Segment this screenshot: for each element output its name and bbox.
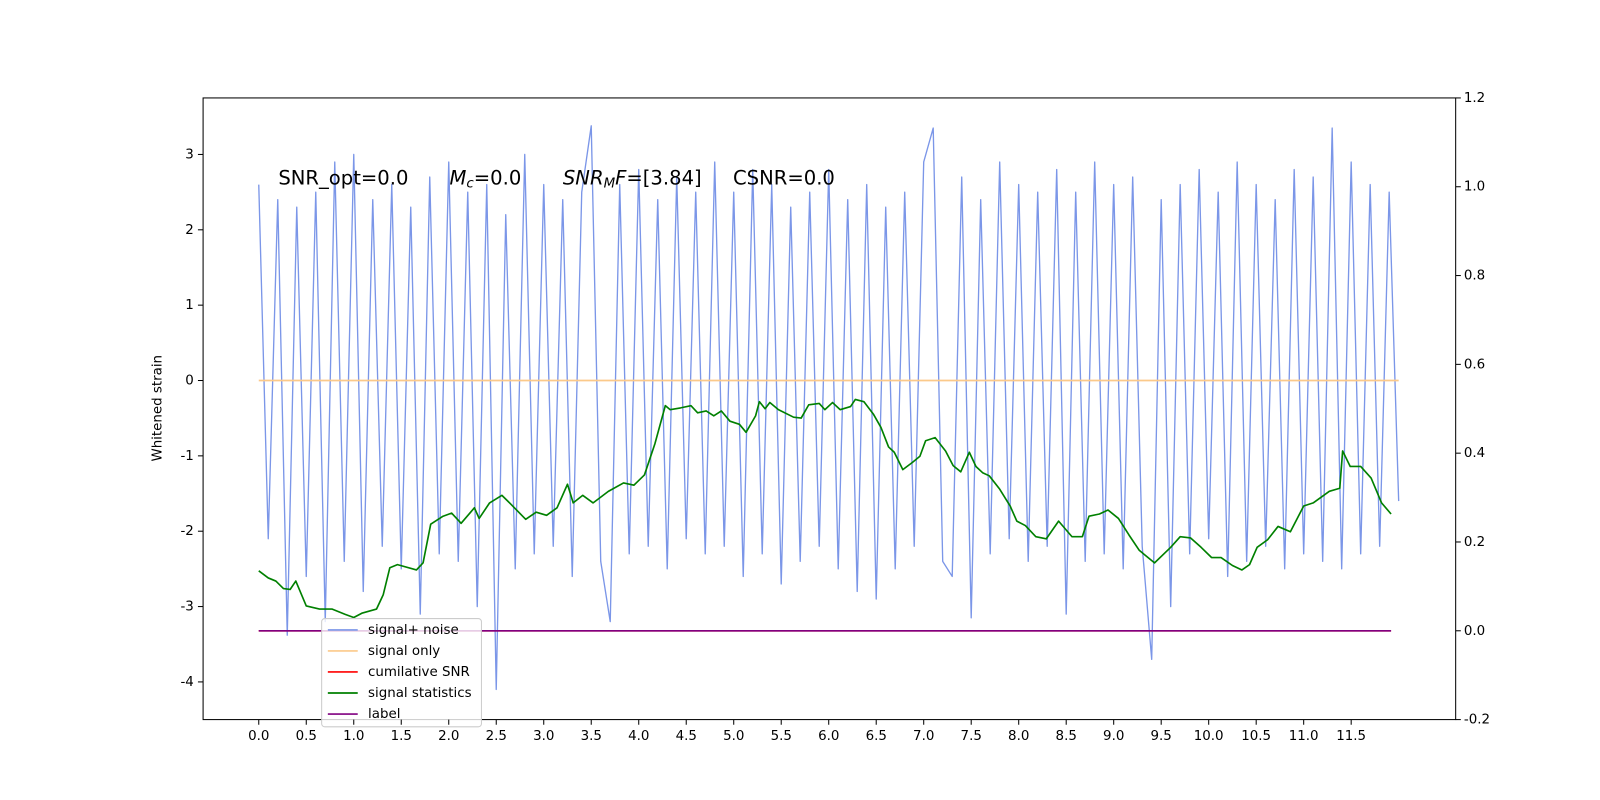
x-tick-label: 11.0 [1289,729,1319,744]
annotation-text: CSNR=0.0 [733,166,835,189]
x-tick-label: 9.0 [1103,729,1124,744]
annotation-part: SNR_opt=0.0 [278,166,408,189]
axes-frame [202,97,1457,721]
x-tick-label: 9.5 [1151,729,1172,744]
x-tick-label: 1.5 [391,729,412,744]
x-tick-label: 11.5 [1336,729,1366,744]
x-tick-label: 4.0 [628,729,649,744]
legend-label: cumilative SNR [368,665,470,680]
x-tick-label: 0.0 [248,729,269,744]
y-tick-label: 1 [185,298,194,313]
annotation-part: =[3.84] [626,166,701,189]
y2-tick-label: 0.6 [1464,357,1485,372]
annotation-part: SNR [563,166,604,189]
y-tick-label: -3 [180,600,193,615]
annotation-part: c [466,177,474,192]
x-tick-label: 2.5 [486,729,507,744]
legend-label: signal only [368,644,440,659]
x-tick-label: 7.5 [961,729,982,744]
x-tick-label: 6.0 [818,729,839,744]
y2-tick-label: 0.2 [1464,535,1485,550]
x-tick-label: 2.0 [438,729,459,744]
y2-tick-label: 1.2 [1464,91,1485,106]
annotation-part: M [449,166,466,189]
annotation-text: SNRMF=[3.84] [563,166,702,192]
y-tick-label: 3 [185,147,194,162]
annotation: SNR_opt=0.0 Mc=0.0 SNRMF=[3.84] CSNR=0.0 [278,166,835,192]
x-tick-label: 1.0 [343,729,364,744]
series-line [258,125,1400,691]
x-tick-label: 3.5 [581,729,602,744]
y2-tick-label: 0.0 [1464,624,1485,639]
annotation-part: F [615,166,627,189]
x-tick-label: 6.5 [866,729,887,744]
y-tick-label: -4 [180,675,193,690]
legend-label: signal+ noise [368,623,459,638]
x-tick-label: 7.0 [913,729,934,744]
series-line [258,398,1392,619]
x-tick-label: 5.0 [723,729,744,744]
x-tick-label: 10.0 [1194,729,1224,744]
annotation-text: Mc=0.0 [449,166,521,192]
x-tick-label: 8.0 [1008,729,1029,744]
y2-tick-label: -0.2 [1464,713,1490,728]
y-tick-label: -1 [180,449,193,464]
legend-label: label [368,707,400,722]
annotation-part: =0.0 [474,166,522,189]
legend-label: signal statistics [368,686,472,701]
y2-tick-label: 1.0 [1464,180,1485,195]
x-tick-label: 8.5 [1056,729,1077,744]
annotation-text: SNR_opt=0.0 [278,166,408,189]
x-tick-label: 5.5 [771,729,792,744]
y2-tick-label: 0.4 [1464,446,1485,461]
annotation-part: M [604,177,616,192]
y-tick-label: -2 [180,524,193,539]
x-tick-label: 10.5 [1241,729,1271,744]
y-tick-label: 0 [185,374,194,389]
x-tick-label: 4.5 [676,729,697,744]
y2-tick-label: 0.8 [1464,269,1485,284]
annotation-part: CSNR=0.0 [733,166,835,189]
x-tick-label: 0.5 [296,729,317,744]
legend: signal+ noise signal only cumilative SNR si… [321,618,482,728]
legend-frame [321,618,482,728]
y-tick-label: 2 [185,223,194,238]
y-axis-label: Whitened strain [151,355,166,462]
x-tick-label: 3.0 [533,729,554,744]
